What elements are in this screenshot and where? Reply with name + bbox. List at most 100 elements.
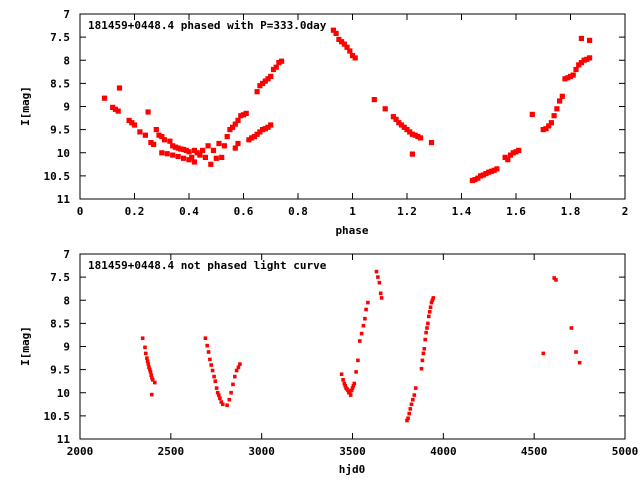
data-point — [429, 300, 434, 305]
data-point — [505, 157, 511, 163]
data-point — [268, 122, 274, 128]
data-point — [224, 134, 230, 140]
data-point — [363, 316, 367, 321]
data-point — [570, 72, 576, 78]
x-tick-label: 3000 — [248, 445, 275, 458]
data-point — [330, 27, 336, 33]
x-tick-label: 1.6 — [506, 205, 526, 218]
data-point — [200, 147, 206, 153]
data-point — [145, 356, 149, 360]
data-point — [262, 126, 268, 132]
data-point — [186, 149, 192, 155]
data-point — [181, 146, 187, 153]
data-point — [548, 120, 554, 126]
data-point — [398, 122, 405, 128]
data-point — [565, 75, 571, 81]
data-point — [145, 109, 151, 115]
data-point — [183, 147, 189, 153]
data-point — [408, 407, 413, 411]
data-point — [225, 403, 229, 407]
data-point — [422, 347, 427, 351]
y-tick-label: 11 — [57, 433, 71, 446]
x-tick-label: 1 — [349, 205, 356, 218]
data-point — [243, 110, 249, 116]
data-point — [557, 98, 563, 104]
data-point — [230, 124, 236, 130]
y-tick-label: 7 — [63, 248, 70, 261]
data-point — [407, 411, 411, 416]
data-point — [221, 143, 227, 149]
data-point — [210, 368, 215, 373]
data-point — [576, 62, 582, 68]
data-point — [205, 343, 209, 348]
data-point — [352, 55, 358, 61]
data-point — [238, 113, 244, 119]
x-tick-label: 1.8 — [561, 205, 581, 218]
data-point — [354, 370, 358, 374]
data-point — [213, 379, 218, 383]
y-tick-label: 10.5 — [44, 170, 71, 183]
data-point — [213, 155, 219, 161]
data-point — [276, 60, 282, 66]
data-point — [573, 66, 579, 73]
data-point — [361, 323, 366, 328]
data-point — [382, 106, 388, 112]
data-point — [161, 137, 168, 143]
data-point — [554, 278, 558, 282]
data-point — [260, 127, 266, 133]
data-point — [420, 358, 425, 363]
data-point — [587, 37, 593, 43]
data-point — [172, 144, 178, 150]
data-point — [208, 161, 214, 167]
data-point — [146, 362, 151, 366]
data-point — [427, 310, 432, 314]
data-point — [569, 326, 574, 330]
data-point — [194, 150, 200, 156]
y-tick-label: 7.5 — [50, 31, 70, 44]
x-tick-label: 4500 — [521, 445, 548, 458]
data-point — [430, 298, 435, 302]
data-point — [428, 305, 433, 309]
data-point — [112, 106, 118, 112]
data-point — [581, 57, 587, 63]
data-point — [144, 351, 148, 356]
data-point — [148, 367, 152, 372]
x-tick-label: 0.6 — [234, 205, 254, 218]
data-point — [424, 330, 428, 335]
data-point — [251, 134, 257, 140]
data-point — [268, 73, 274, 79]
data-point — [254, 89, 260, 95]
data-point — [494, 166, 500, 172]
data-point — [150, 376, 154, 380]
data-point — [150, 378, 155, 382]
data-point — [480, 172, 486, 178]
y-tick-label: 10 — [57, 387, 70, 400]
x-axis-label: hjd0 — [339, 463, 366, 476]
data-point — [516, 147, 522, 153]
data-point — [273, 64, 279, 70]
data-point — [412, 132, 418, 138]
data-point — [131, 122, 138, 128]
data-point — [407, 129, 413, 135]
data-point — [396, 120, 402, 126]
data-point — [415, 134, 421, 140]
data-point — [411, 397, 415, 402]
y-tick-label: 9 — [63, 101, 70, 114]
data-point — [577, 360, 582, 365]
data-point — [567, 73, 574, 79]
data-point — [339, 372, 344, 376]
data-point — [559, 93, 565, 99]
data-point — [156, 132, 162, 138]
data-point — [159, 150, 165, 156]
data-point — [175, 145, 181, 151]
data-point — [426, 321, 430, 326]
data-point — [170, 152, 176, 158]
data-point — [181, 155, 187, 161]
data-point — [143, 345, 147, 350]
x-tick-label: 2000 — [67, 445, 94, 458]
data-point — [205, 143, 211, 149]
data-point — [541, 351, 546, 356]
data-point — [116, 85, 123, 91]
data-point — [170, 143, 176, 149]
y-tick-label: 8 — [63, 294, 70, 307]
